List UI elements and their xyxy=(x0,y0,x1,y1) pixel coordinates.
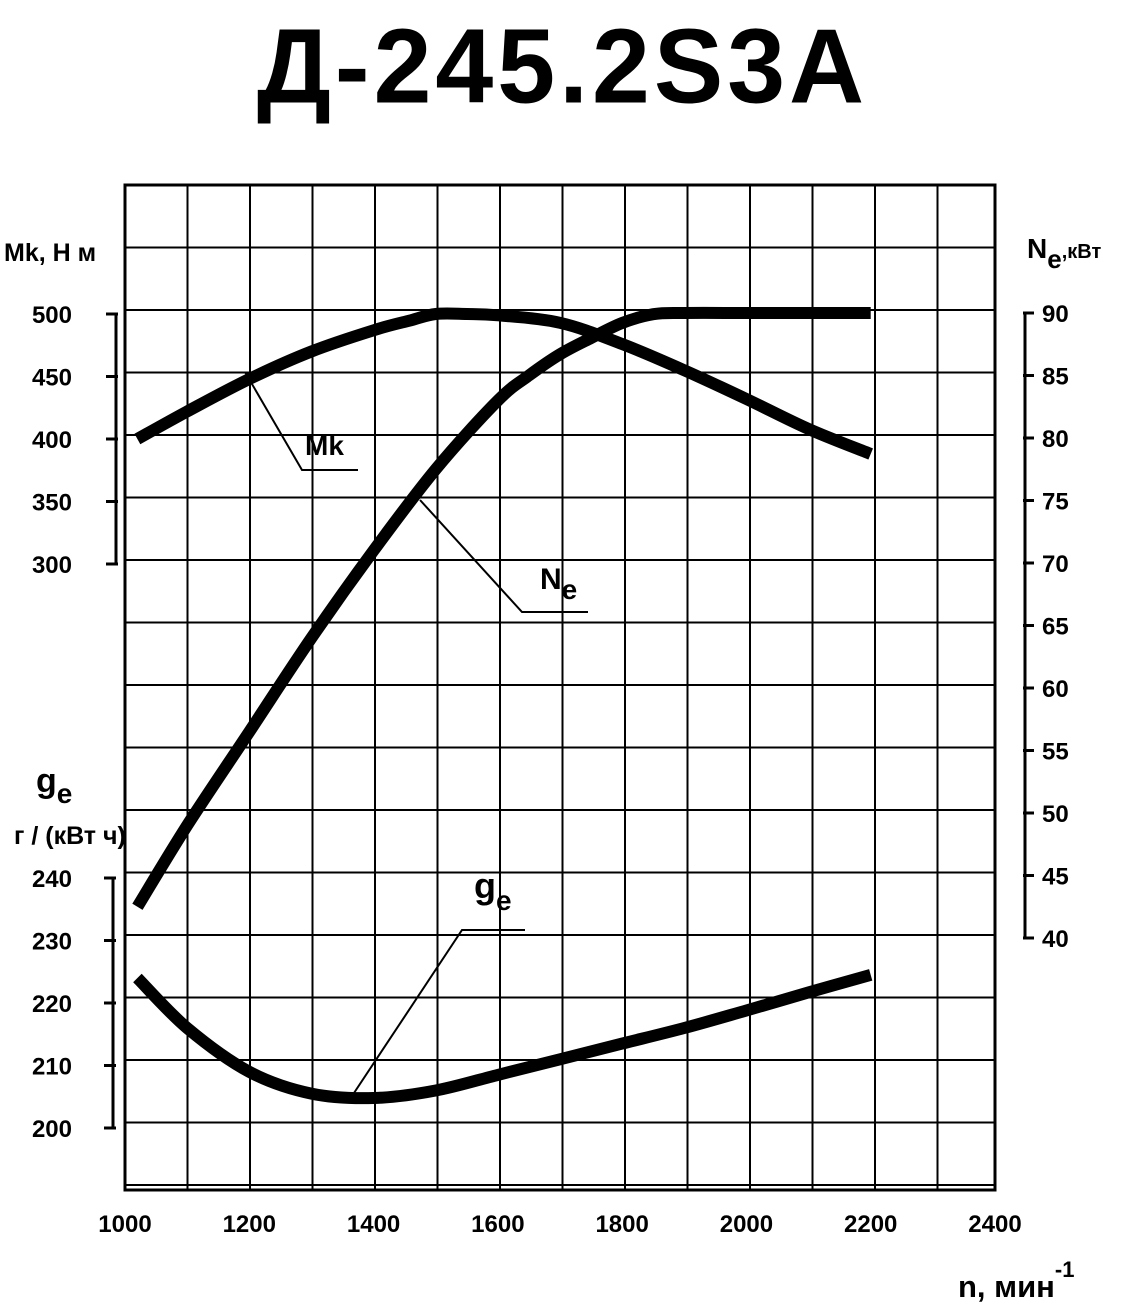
series-label-ne-sub: e xyxy=(562,574,578,605)
series-label-ne: Ne xyxy=(540,563,577,605)
power-tick-label: 55 xyxy=(1042,739,1069,766)
fuel-axis-title-main: g xyxy=(36,762,57,800)
fuel-axis-unit: г / (кВт ч) xyxy=(14,822,126,850)
x-tick-label: 1600 xyxy=(471,1211,524,1238)
torque-tick-label: 300 xyxy=(32,552,72,579)
x-axis-title: n, мин-1 xyxy=(958,1257,1074,1304)
power-axis-title-sub: e xyxy=(1047,244,1061,274)
leader-ge xyxy=(351,929,525,1097)
torque-tick-label: 350 xyxy=(32,490,72,517)
power-tick-label: 85 xyxy=(1042,364,1069,391)
fuel-tick-label: 210 xyxy=(32,1054,72,1081)
series-line-ge xyxy=(133,969,873,1105)
plot-border xyxy=(123,183,997,1192)
x-tick-label: 1800 xyxy=(595,1211,648,1238)
series-line-ne xyxy=(132,306,871,910)
fuel-axis: 200 210 220 230 240 xyxy=(32,866,116,1143)
fuel-tick-label: 240 xyxy=(32,866,72,893)
power-axis: 40 45 50 55 60 65 70 75 80 85 90 xyxy=(1023,301,1069,953)
torque-tick-label: 500 xyxy=(32,302,72,329)
x-tick-label: 1000 xyxy=(98,1211,151,1238)
grid xyxy=(124,184,995,1190)
fuel-tick-label: 230 xyxy=(32,929,72,956)
torque-axis: 300 350 400 450 500 xyxy=(32,302,118,579)
power-tick-label: 75 xyxy=(1042,489,1069,516)
x-tick-label: 2000 xyxy=(720,1211,773,1238)
fuel-tick-label: 200 xyxy=(32,1116,72,1143)
series-lines xyxy=(132,306,873,1105)
x-tick-label: 1400 xyxy=(347,1211,400,1238)
power-tick-label: 60 xyxy=(1042,676,1069,703)
chart-title: Д-245.2S3A xyxy=(256,7,869,127)
fuel-tick-label: 220 xyxy=(32,991,72,1018)
power-tick-label: 90 xyxy=(1042,301,1069,328)
power-axis-title: Ne,кВт xyxy=(1027,233,1101,274)
power-tick-label: 40 xyxy=(1042,926,1069,953)
x-axis-title-sup: -1 xyxy=(1055,1257,1075,1282)
torque-tick-label: 450 xyxy=(32,365,72,392)
series-label-ge-main: g xyxy=(474,865,496,906)
series-label-ne-main: N xyxy=(540,563,562,596)
x-axis-ticks: 1000 1200 1400 1600 1800 2000 2200 2400 xyxy=(98,1211,1021,1238)
series-label-ge-sub: e xyxy=(496,885,512,916)
power-tick-label: 45 xyxy=(1042,864,1069,891)
torque-axis-title: Mk, Н м xyxy=(4,239,96,267)
fuel-axis-title: ge xyxy=(36,762,72,809)
power-tick-label: 65 xyxy=(1042,614,1069,641)
leader-ne xyxy=(419,499,588,613)
leader-mk xyxy=(244,371,358,471)
power-tick-label: 70 xyxy=(1042,551,1069,578)
fuel-axis-title-sub: e xyxy=(57,778,73,809)
x-axis-title-main: n, мин xyxy=(958,1269,1055,1304)
x-tick-label: 1200 xyxy=(223,1211,276,1238)
torque-tick-label: 400 xyxy=(32,427,72,454)
plot-frame xyxy=(123,183,997,1192)
power-tick-label: 50 xyxy=(1042,801,1069,828)
series-label-ge: ge xyxy=(474,865,512,916)
power-axis-title-main: N xyxy=(1027,233,1047,264)
series-leaders xyxy=(244,371,588,1097)
series-line-mk xyxy=(134,307,873,460)
power-tick-label: 80 xyxy=(1042,426,1069,453)
x-tick-label: 2200 xyxy=(844,1211,897,1238)
series-label-mk: Mk xyxy=(305,430,344,461)
power-axis-title-unit: ,кВт xyxy=(1062,241,1102,263)
x-tick-label: 2400 xyxy=(968,1211,1021,1238)
